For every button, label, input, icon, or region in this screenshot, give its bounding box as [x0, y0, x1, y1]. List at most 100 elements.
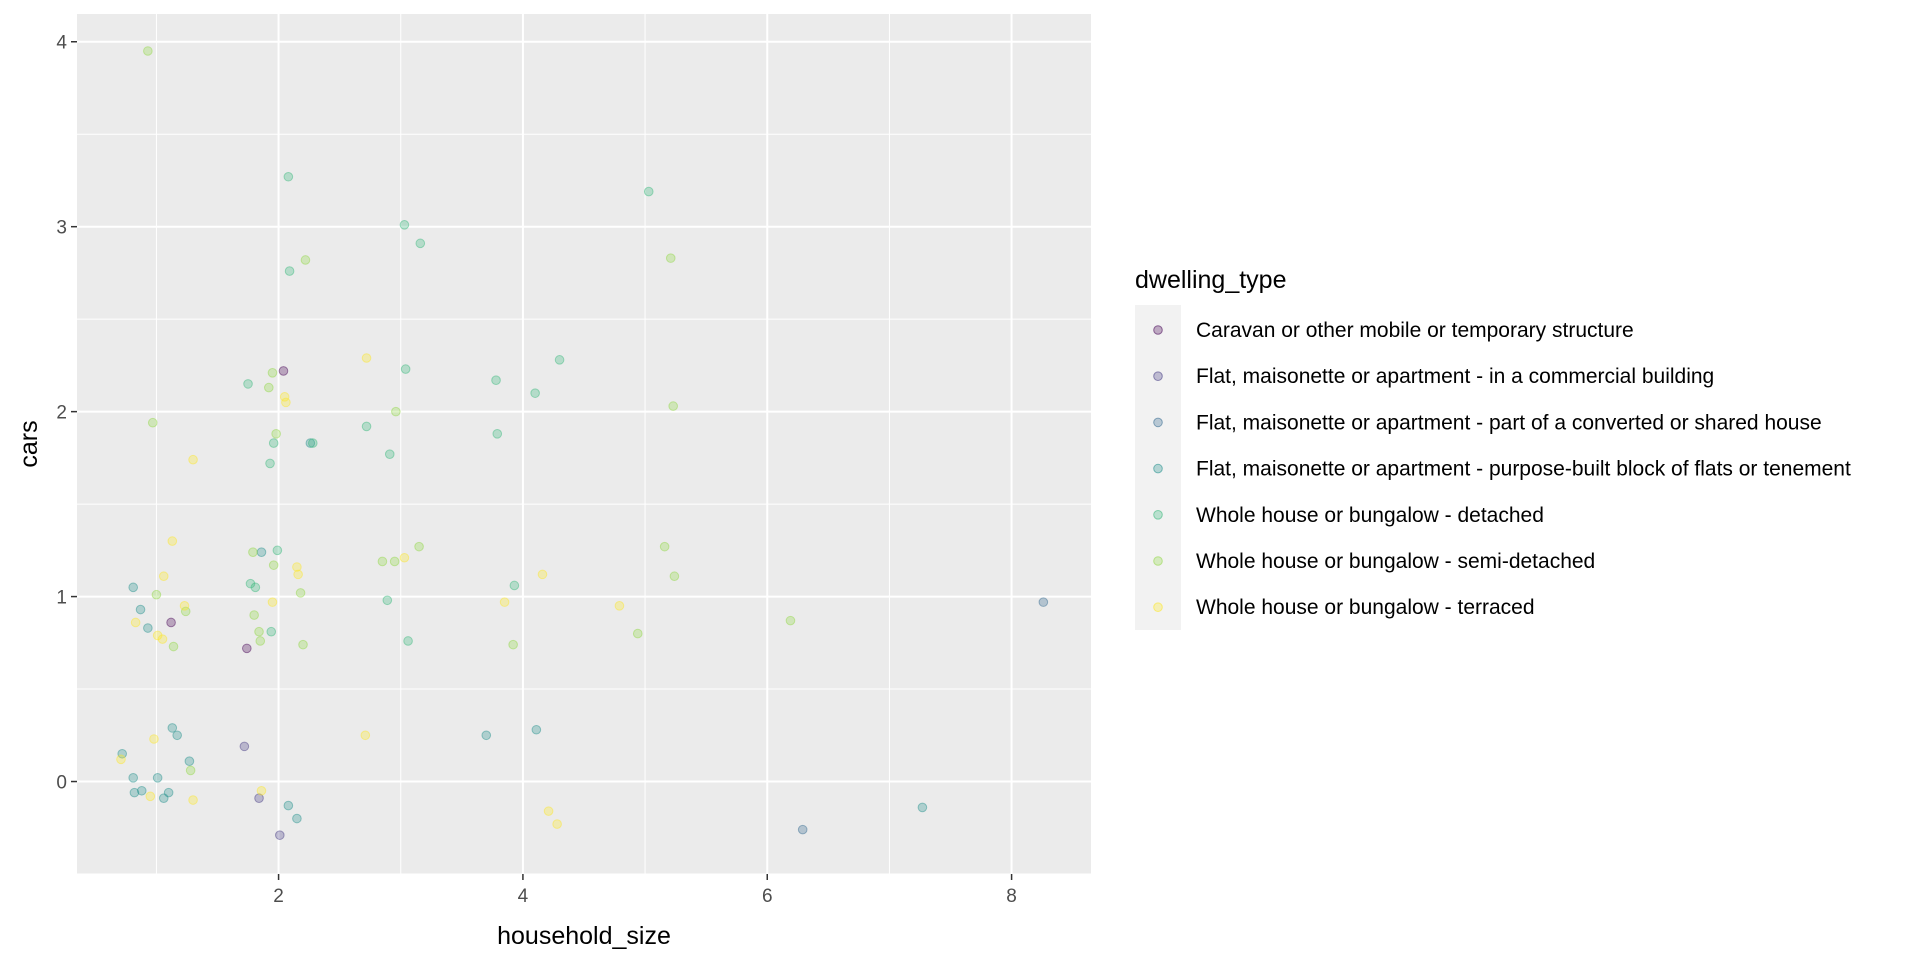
y-tick-label: 4 [56, 33, 67, 54]
data-point [281, 397, 291, 408]
data-point [149, 734, 159, 744]
data-point [179, 601, 190, 611]
data-point [499, 597, 510, 607]
data-point [292, 813, 302, 824]
data-point [283, 800, 294, 811]
data-point [185, 765, 196, 776]
data-point [248, 547, 258, 557]
axis-ticks [71, 40, 1013, 880]
data-point [279, 392, 290, 402]
data-point [151, 589, 162, 600]
data-point [283, 171, 294, 182]
x-tick-label: 2 [273, 886, 284, 907]
data-point [492, 429, 503, 439]
data-point [145, 791, 156, 802]
legend-key [1153, 371, 1163, 382]
data-point [785, 615, 796, 626]
data-point [168, 641, 179, 652]
data-point [377, 556, 388, 567]
data-point [278, 366, 289, 376]
data-point [917, 802, 928, 813]
legend-title: dwelling_type [1135, 266, 1287, 294]
legend-items: Caravan or other mobile or temporary str… [1153, 319, 1851, 619]
tick-labels: 2 4 6 8 0 1 2 3 4 [56, 33, 1016, 907]
data-point [147, 417, 158, 428]
y-tick-label: 3 [56, 218, 67, 239]
data-point [632, 628, 643, 639]
data-point [255, 636, 266, 646]
data-point [361, 421, 372, 432]
data-point [298, 639, 308, 650]
legend-label: Flat, maisonette or apartment - part of … [1196, 411, 1822, 434]
data-point [130, 617, 141, 628]
data-point [117, 748, 128, 759]
data-point [643, 186, 654, 197]
legend-label: Whole house or bungalow - semi-detached [1196, 550, 1595, 573]
data-point [264, 382, 274, 393]
data-point [414, 541, 424, 552]
data-point [266, 626, 277, 637]
data-point [128, 582, 138, 593]
data-point [389, 556, 400, 567]
legend-key [1153, 602, 1163, 613]
data-point [292, 562, 302, 572]
data-point [275, 830, 285, 840]
data-point [250, 582, 261, 593]
data-point [158, 571, 169, 582]
data-point [152, 630, 163, 641]
panel-background [77, 14, 1091, 874]
x-axis-title: household_size [497, 922, 671, 950]
data-point [188, 795, 198, 805]
data-point [554, 355, 565, 365]
y-tick-label: 2 [56, 403, 67, 424]
data-point [295, 588, 306, 598]
data-point [143, 623, 153, 633]
data-point [184, 756, 195, 766]
data-point [268, 438, 279, 448]
data-point [399, 220, 410, 230]
data-point [509, 580, 520, 591]
data-point [382, 595, 393, 606]
data-point [267, 597, 278, 607]
data-point [163, 787, 174, 798]
data-point [143, 46, 153, 56]
data-point [491, 375, 501, 385]
data-point [481, 730, 492, 741]
data-point [172, 730, 182, 741]
data-point [415, 238, 426, 249]
data-point [271, 429, 281, 439]
data-point [272, 545, 283, 556]
grid-minor [77, 14, 1091, 875]
legend-label: Flat, maisonette or apartment - in a com… [1196, 365, 1714, 388]
y-tick-label: 0 [56, 773, 67, 794]
y-axis-title: cars [15, 420, 43, 467]
data-point [530, 388, 540, 398]
data-point [254, 626, 264, 637]
legend-key [1153, 417, 1163, 428]
data-point [158, 793, 169, 803]
data-point [360, 730, 371, 741]
data-point [400, 364, 411, 374]
legend-label: Flat, maisonette or apartment - purpose-… [1196, 458, 1851, 481]
legend-label: Whole house or bungalow - terraced [1196, 596, 1535, 619]
data-points [116, 46, 1049, 840]
legend-label: Whole house or bungalow - detached [1196, 504, 1544, 527]
data-point [284, 266, 295, 276]
grid-major [77, 14, 1091, 874]
data-point [157, 634, 168, 644]
legend-key-background [1135, 305, 1181, 630]
data-point [254, 793, 264, 803]
data-point [180, 606, 191, 617]
data-point [537, 569, 548, 580]
data-point [293, 569, 303, 580]
data-point [167, 536, 178, 546]
data-point [669, 571, 680, 582]
data-point [188, 454, 198, 465]
data-point [399, 552, 410, 563]
data-point [659, 541, 670, 552]
data-point [116, 754, 126, 765]
x-tick-label: 4 [518, 886, 529, 907]
data-point [242, 643, 252, 654]
data-point [249, 610, 259, 620]
